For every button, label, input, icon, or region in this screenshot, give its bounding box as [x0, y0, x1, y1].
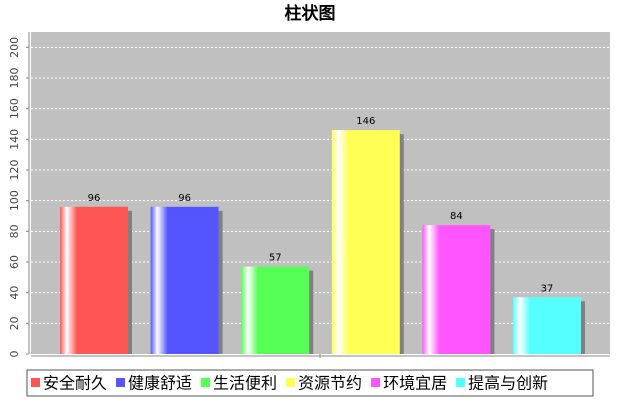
- legend-swatch: [201, 378, 211, 387]
- value-label: 146: [356, 116, 375, 127]
- legend-label: 安全耐久: [43, 374, 107, 393]
- bar: [331, 130, 400, 354]
- value-label: 84: [450, 211, 463, 222]
- bar: [513, 297, 581, 354]
- legend-swatch: [456, 378, 466, 387]
- y-tick-label: 60: [8, 255, 21, 269]
- chart-title: 柱状图: [285, 3, 336, 24]
- y-tick-label: 80: [8, 224, 21, 238]
- y-tick-label: 0: [8, 351, 21, 358]
- y-tick-label: 20: [8, 316, 21, 330]
- bar: [60, 206, 128, 354]
- legend-label: 环境宜居: [383, 374, 447, 393]
- bar: [241, 266, 310, 354]
- legend-label: 提高与创新: [468, 374, 548, 393]
- bar: [422, 225, 491, 354]
- value-label: 57: [269, 253, 282, 264]
- value-label: 96: [88, 193, 101, 204]
- legend-label: 生活便利: [213, 374, 277, 393]
- y-tick-label: 140: [8, 129, 21, 150]
- legend-swatch: [371, 378, 381, 387]
- value-label: 96: [178, 193, 191, 204]
- value-label: 37: [541, 283, 554, 294]
- y-tick-label: 120: [8, 160, 21, 181]
- y-tick-label: 100: [8, 190, 21, 211]
- legend-swatch: [116, 378, 126, 387]
- legend-swatch: [31, 378, 40, 387]
- y-tick-label: 160: [8, 98, 21, 119]
- legend-label: 健康舒适: [128, 374, 192, 393]
- y-tick-label: 200: [8, 37, 21, 58]
- legend-swatch: [286, 378, 296, 387]
- y-tick-label: 180: [8, 68, 21, 89]
- legend-label: 资源节约: [298, 374, 362, 393]
- y-tick-label: 40: [8, 286, 21, 300]
- bar: [150, 206, 219, 354]
